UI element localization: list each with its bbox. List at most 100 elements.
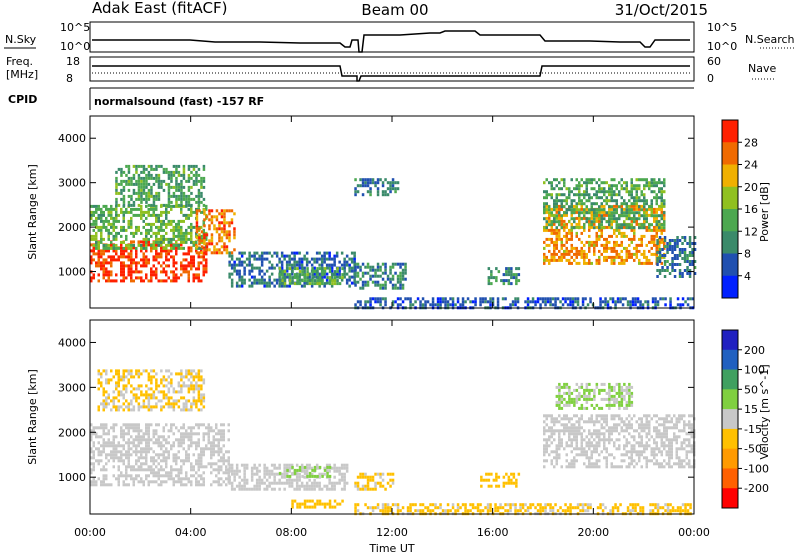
scatter-cell xyxy=(376,190,380,194)
scatter-cell xyxy=(185,216,188,220)
scatter-cell xyxy=(330,466,334,470)
scatter-cell xyxy=(192,197,196,201)
scatter-cell xyxy=(197,375,201,379)
scatter-cell xyxy=(112,225,115,229)
scatter-cell xyxy=(112,447,115,451)
scatter-cell xyxy=(263,481,266,485)
scatter-cell xyxy=(97,252,100,256)
scatter-cell xyxy=(328,487,331,491)
scatter-cell xyxy=(318,481,321,485)
scatter-cell xyxy=(130,219,133,223)
scatter-cell xyxy=(308,466,311,470)
scatter-cell xyxy=(190,264,193,268)
scatter-cell xyxy=(147,378,151,382)
scatter-cell xyxy=(658,207,661,211)
scatter-cell xyxy=(693,266,697,269)
scatter-cell xyxy=(295,487,299,491)
scatter-cell xyxy=(117,203,121,207)
scatter-cell xyxy=(213,245,216,249)
scatter-cell xyxy=(487,478,491,482)
scatter-cell xyxy=(640,465,643,469)
scatter-cell xyxy=(120,252,123,256)
scatter-cell xyxy=(603,444,606,448)
scatter-cell xyxy=(97,258,100,262)
scatter-cell xyxy=(225,209,229,213)
scatter-cell xyxy=(343,275,346,279)
scatter-cell xyxy=(482,478,486,482)
scatter-cell xyxy=(553,246,556,250)
scatter-cell xyxy=(155,194,158,198)
scatter-cell xyxy=(310,484,314,488)
scatter-cell xyxy=(150,234,153,238)
scatter-cell xyxy=(668,239,672,242)
scatter-cell xyxy=(583,190,586,194)
scatter-cell xyxy=(115,231,118,235)
scatter-cell xyxy=(253,484,256,488)
scatter-cell xyxy=(640,243,643,247)
scatter-cell xyxy=(605,255,608,259)
scatter-cell xyxy=(167,405,171,409)
scatter-cell xyxy=(574,297,577,301)
scatter-cell xyxy=(230,254,234,258)
scatter-cell xyxy=(117,255,120,259)
scatter-cell xyxy=(384,283,387,287)
scatter-cell xyxy=(550,441,553,445)
scatter-cell xyxy=(643,444,646,448)
scatter-cell xyxy=(381,283,385,287)
scatter-cell xyxy=(303,276,307,280)
scatter-cell xyxy=(374,271,377,275)
scatter-cell xyxy=(563,199,566,203)
scatter-cell xyxy=(200,375,203,379)
scatter-cell xyxy=(328,463,331,467)
scatter-cell xyxy=(90,480,93,484)
scatter-cell xyxy=(202,176,206,180)
scatter-cell xyxy=(185,234,188,238)
scatter-cell xyxy=(633,187,636,191)
scatter-cell xyxy=(588,211,591,215)
scatter-cell xyxy=(102,273,105,277)
scatter-cell xyxy=(255,257,259,261)
scatter-cell xyxy=(175,261,178,265)
scatter-cell xyxy=(311,267,314,271)
scatter-cell xyxy=(558,220,561,224)
scatter-cell xyxy=(95,210,98,214)
scatter-cell xyxy=(145,231,148,235)
scatter-cell xyxy=(616,300,620,304)
scatter-cell xyxy=(313,468,317,472)
scatter-cell xyxy=(595,459,598,463)
scatter-cell xyxy=(658,187,661,191)
scatter-cell xyxy=(575,414,578,418)
scatter-cell xyxy=(618,228,621,232)
scatter-cell xyxy=(643,255,646,259)
scatter-cell xyxy=(566,297,570,301)
scatter-cell xyxy=(95,222,98,226)
scatter-cell xyxy=(137,468,140,472)
scatter-cell xyxy=(656,257,659,260)
scatter-cell xyxy=(147,465,150,469)
scatter-cell xyxy=(555,453,558,457)
scatter-cell xyxy=(162,384,166,388)
scatter-cell xyxy=(384,280,387,284)
scatter-cell xyxy=(545,202,548,206)
scatter-cell xyxy=(120,405,123,409)
scatter-cell xyxy=(140,453,143,457)
scatter-cell xyxy=(510,472,513,476)
scatter-cell xyxy=(135,167,138,171)
scatter-cell xyxy=(543,202,546,206)
scatter-cell xyxy=(125,243,128,247)
scatter-cell xyxy=(588,178,591,182)
scatter-cell xyxy=(578,199,581,203)
scatter-cell xyxy=(192,399,196,403)
scatter-cell xyxy=(353,254,356,258)
scatter-cell xyxy=(175,426,178,430)
scatter-cell xyxy=(598,178,601,182)
scatter-cell xyxy=(361,487,365,491)
scatter-cell xyxy=(135,213,138,217)
scatter-cell xyxy=(185,237,188,241)
scatter-cell xyxy=(202,381,206,385)
scatter-cell xyxy=(125,249,128,253)
scatter-cell xyxy=(135,264,138,268)
scatter-cell xyxy=(110,270,113,274)
scatter-cell xyxy=(676,242,679,245)
scatter-cell xyxy=(575,249,578,253)
